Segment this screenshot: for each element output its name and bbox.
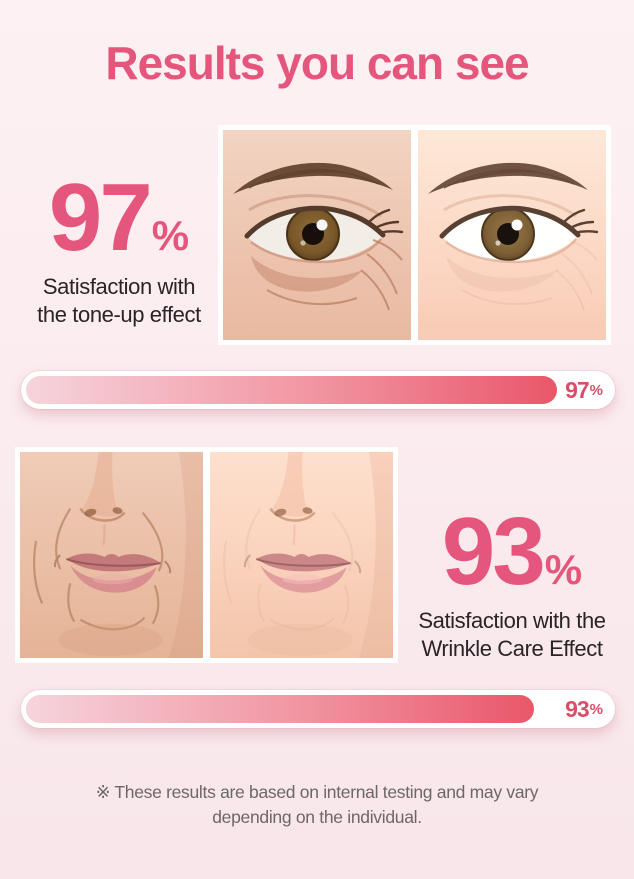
wrinkle-care-bar-number: 93 <box>565 695 590 722</box>
disclaimer-line2: depending on the individual. <box>212 807 422 828</box>
wrinkle-before-after-photos <box>15 447 398 663</box>
tone-up-bar-symbol: % <box>589 381 603 399</box>
wrinkle-before-photo <box>20 452 203 658</box>
tone-up-bar-number: 97 <box>565 376 590 403</box>
eye-after-photo <box>418 130 606 340</box>
wrinkle-care-progress-fill <box>26 695 535 723</box>
wrinkle-care-percent-number: 93 <box>441 498 546 605</box>
wrinkle-care-progress-bar: 93% <box>21 690 615 728</box>
tone-up-stat: 97% Satisfaction with the tone-up effect <box>14 170 224 330</box>
wrinkle-care-caption-line1: Satisfaction with the <box>418 608 606 634</box>
tone-up-progress-fill <box>26 376 558 404</box>
tone-up-caption: Satisfaction with the tone-up effect <box>14 273 224 329</box>
eye-before-after-photos <box>218 125 611 345</box>
wrinkle-care-caption-line2: Wrinkle Care Effect <box>421 636 603 662</box>
eye-illustration-before <box>223 130 411 340</box>
eye-illustration-after <box>418 130 606 340</box>
wrinkle-care-caption: Satisfaction with the Wrinkle Care Effec… <box>396 607 628 663</box>
tone-up-progress-label: 97% <box>565 371 603 409</box>
tone-up-percent: 97% <box>14 170 224 266</box>
wrinkle-after-photo <box>210 452 393 658</box>
wrinkle-care-percent-symbol: % <box>544 546 583 593</box>
wrinkle-care-stat: 93% Satisfaction with the Wrinkle Care E… <box>396 504 628 664</box>
wrinkle-care-percent: 93% <box>396 504 628 600</box>
disclaimer-line1: ※ These results are based on internal te… <box>95 782 539 802</box>
tone-up-percent-symbol: % <box>151 212 190 259</box>
tone-up-progress-bar: 97% <box>21 371 615 409</box>
wrinkle-care-bar-symbol: % <box>589 700 603 718</box>
tone-up-caption-line1: Satisfaction with <box>42 274 196 300</box>
page-title: Results you can see <box>105 37 529 89</box>
tone-up-percent-number: 97 <box>48 164 153 271</box>
wrinkle-care-progress-label: 93% <box>565 690 603 728</box>
tone-up-caption-line2: the tone-up effect <box>37 302 201 328</box>
eye-before-photo <box>223 130 411 340</box>
face-illustration-after <box>210 452 393 658</box>
disclaimer-text: ※ These results are based on internal te… <box>0 780 634 831</box>
face-illustration-before <box>20 452 203 658</box>
